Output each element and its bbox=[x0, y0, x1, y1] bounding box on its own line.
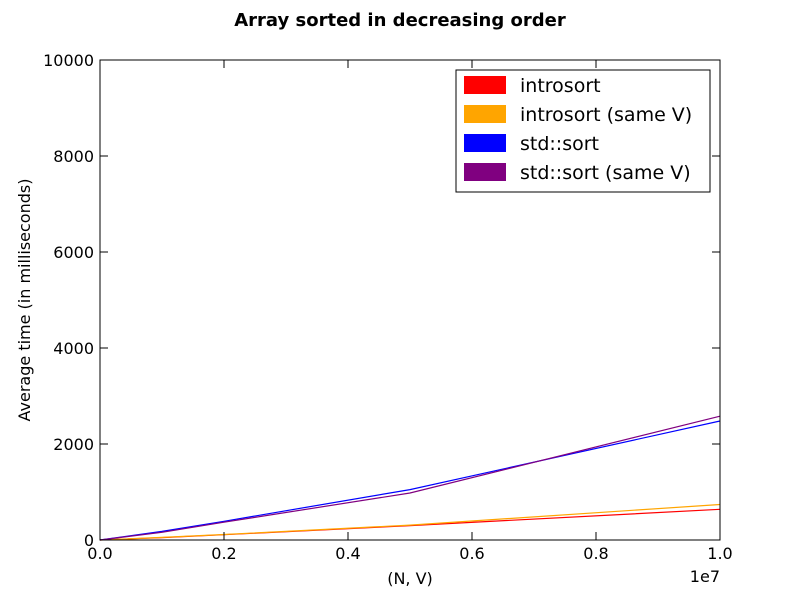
chart-title: Array sorted in decreasing order bbox=[234, 10, 566, 31]
legend-label: std::sort bbox=[520, 133, 599, 155]
series-line-3 bbox=[99, 415, 721, 541]
legend-swatch bbox=[464, 105, 506, 123]
legend-swatch bbox=[464, 163, 506, 181]
y-tick-label: 6000 bbox=[53, 243, 94, 262]
x-tick-label: 0.2 bbox=[211, 544, 236, 563]
y-tick-label: 8000 bbox=[53, 147, 94, 166]
y-tick-label: 0 bbox=[84, 531, 94, 550]
legend-swatch bbox=[464, 76, 506, 94]
y-tick-label: 4000 bbox=[53, 339, 94, 358]
y-tick-label: 10000 bbox=[43, 51, 94, 70]
legend-label: introsort (same V) bbox=[520, 104, 692, 126]
legend-label: std::sort (same V) bbox=[520, 162, 691, 184]
x-tick-label: 0.4 bbox=[335, 544, 360, 563]
series-line-1 bbox=[99, 503, 721, 541]
y-tick-label: 2000 bbox=[53, 435, 94, 454]
y-axis-label: Average time (in milliseconds) bbox=[15, 179, 34, 422]
legend-swatch bbox=[464, 134, 506, 152]
x-tick-label: 0.6 bbox=[459, 544, 484, 563]
x-axis-label: (N, V) bbox=[387, 569, 433, 588]
x-axis-offset-label: 1e7 bbox=[690, 567, 720, 586]
legend-label: introsort bbox=[520, 75, 601, 97]
series-group bbox=[99, 415, 721, 541]
x-axis-ticks: 0.0 0.2 0.4 0.6 0.8 1.0 bbox=[87, 60, 733, 563]
x-tick-label: 0.0 bbox=[87, 544, 112, 563]
x-tick-label: 0.8 bbox=[583, 544, 608, 563]
y-axis-ticks: 0 2000 4000 6000 8000 10000 bbox=[43, 51, 720, 550]
plot-area-frame bbox=[99, 59, 721, 541]
x-tick-label: 1.0 bbox=[707, 544, 732, 563]
